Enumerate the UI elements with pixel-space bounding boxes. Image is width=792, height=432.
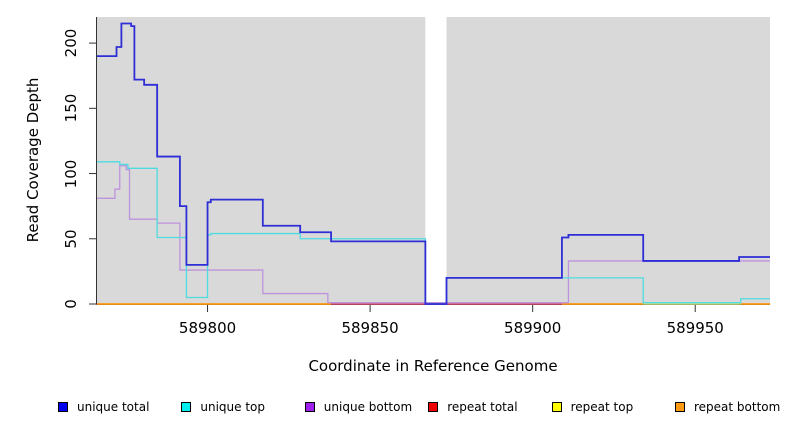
legend-swatch-icon — [304, 402, 315, 412]
legend-item-repeat-top: repeat top — [551, 398, 634, 416]
legend-item-repeat-bottom: repeat bottom — [675, 398, 780, 416]
legend-item-repeat-total: repeat total — [428, 398, 518, 416]
series-unique-top — [97, 161, 770, 305]
x-tick-label: 589850 — [341, 319, 399, 337]
legend-item-unique-total: unique total — [58, 398, 149, 416]
legend-swatch-icon — [181, 402, 192, 412]
x-tick-label: 589800 — [178, 319, 237, 337]
legend-label: repeat top — [570, 400, 634, 414]
legend-swatch-icon — [58, 402, 68, 412]
y-tick-label: 50 — [62, 229, 80, 249]
series-unique-total — [97, 22, 770, 305]
legend-label: repeat total — [447, 400, 518, 414]
y-tick-label: 200 — [62, 28, 80, 58]
x-axis-title: Coordinate in Reference Genome — [308, 357, 558, 375]
coverage-gap-band — [425, 17, 447, 304]
y-tick-label: 0 — [62, 299, 80, 309]
legend-item-unique-top: unique top — [181, 398, 265, 416]
legend-swatch-icon — [675, 402, 685, 412]
legend-label: unique total — [77, 400, 150, 414]
x-tick-label: 589900 — [504, 319, 562, 337]
x-tick-label: 589950 — [666, 319, 724, 337]
y-tick-label: 100 — [62, 159, 80, 188]
legend-item-unique-bottom: unique bottom — [304, 398, 413, 416]
legend-label: unique bottom — [323, 400, 413, 414]
legend-label: unique top — [200, 400, 266, 414]
legend-label: repeat bottom — [694, 400, 781, 414]
legend-swatch-icon — [428, 402, 439, 412]
y-tick-label: 150 — [62, 93, 80, 123]
y-axis-title: Read Coverage Depth — [24, 77, 42, 243]
legend-swatch-icon — [551, 402, 562, 412]
chart-legend: unique total unique top unique bottom repea… — [0, 398, 792, 418]
